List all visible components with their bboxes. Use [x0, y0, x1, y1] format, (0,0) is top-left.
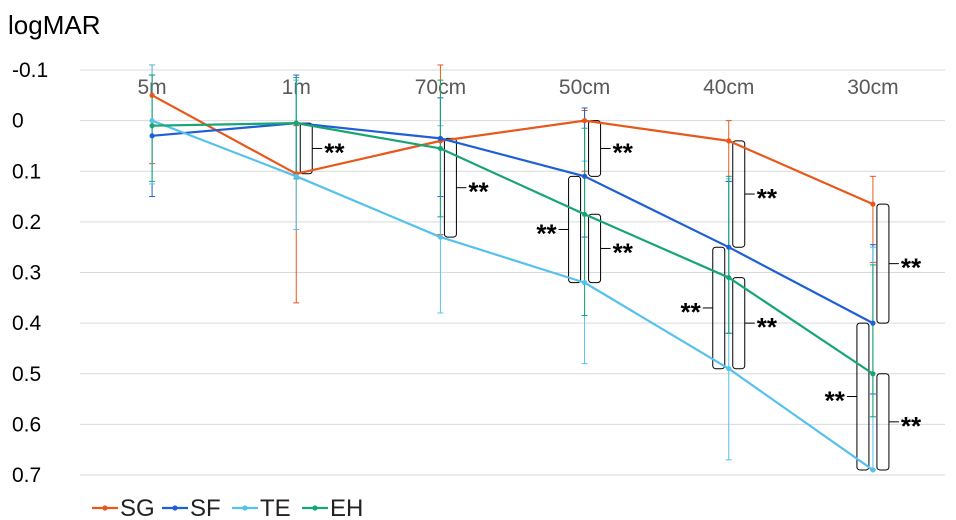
gridlines	[80, 69, 945, 476]
significance-label: **	[613, 137, 634, 167]
data-point-EH	[581, 211, 588, 217]
legend-marker-TE	[242, 505, 248, 511]
y-tick-label: 0.1	[12, 160, 41, 183]
y-tick-label: -0.1	[12, 59, 48, 82]
data-point-SF	[726, 244, 732, 250]
significance-label: **	[324, 137, 345, 167]
data-point-SG	[581, 118, 588, 124]
x-axis-ticks: 5m 1m 70cm 50cm 40cm 30cm	[137, 76, 898, 99]
y-tick-label: 0	[12, 110, 24, 133]
legend-label-TE: TE	[260, 495, 291, 520]
data-point-TE	[149, 118, 155, 124]
data-point-SG	[149, 92, 155, 98]
significance-bracket	[712, 246, 726, 370]
significance-bracket	[568, 175, 582, 284]
significance-label: **	[536, 218, 557, 248]
data-point-EH	[293, 120, 299, 126]
data-point-EH	[726, 274, 732, 281]
data-point-SF	[149, 133, 155, 139]
series-lines	[149, 92, 876, 473]
data-point-SG	[726, 138, 732, 144]
series-line-EH	[152, 122, 874, 375]
significance-label: **	[757, 183, 778, 213]
legend-marker-EH	[312, 505, 318, 511]
significance-label: **	[468, 177, 489, 207]
significance-bracket	[588, 120, 602, 177]
significance-label: **	[825, 386, 846, 416]
legend: SG SF TE EH	[92, 495, 363, 520]
legend-label-SF: SF	[190, 495, 221, 520]
data-point-EH	[870, 371, 876, 377]
data-point-EH	[437, 145, 444, 152]
x-tick-label-30cm: 30cm	[847, 76, 898, 99]
data-point-SF	[870, 320, 876, 326]
data-point-TE	[581, 280, 588, 286]
data-point-EH	[149, 123, 155, 129]
data-point-TE	[870, 467, 876, 473]
y-tick-label: 0.3	[12, 262, 41, 285]
y-axis-ticks: -0.1 0 0.1 0.2 0.3 0.4 0.5 0.6 0.7	[12, 59, 48, 487]
significance-label: **	[681, 297, 702, 327]
y-tick-label: 0.5	[12, 363, 41, 386]
significance-bracket	[876, 373, 890, 471]
significance-label: **	[757, 312, 778, 342]
data-point-SF	[437, 135, 444, 141]
y-tick-label: 0.7	[12, 464, 41, 487]
series-line-TE	[151, 119, 874, 471]
x-tick-label-50cm: 50cm	[559, 76, 610, 99]
legend-marker-SG	[102, 505, 108, 511]
series-line-SG	[151, 94, 874, 206]
data-point-TE	[293, 173, 299, 179]
data-point-SG	[870, 201, 876, 207]
y-tick-label: 0.4	[12, 312, 42, 335]
significance-annotations: ** ** ** ** ** ** ** ** ** ** **	[299, 120, 922, 471]
x-tick-label-40cm: 40cm	[703, 76, 754, 99]
significance-bracket	[856, 322, 870, 471]
significance-bracket	[732, 140, 746, 248]
significance-label: **	[901, 411, 922, 441]
y-tick-label: 0.2	[12, 211, 41, 234]
data-point-SF	[581, 173, 588, 179]
significance-label: **	[613, 237, 634, 267]
y-tick-label: 0.6	[12, 413, 41, 436]
legend-label-SG: SG	[120, 495, 155, 520]
data-point-TE	[726, 366, 732, 372]
legend-label-EH: EH	[330, 495, 363, 520]
significance-label: **	[901, 253, 922, 283]
y-axis-label: logMAR	[8, 10, 100, 40]
data-point-TE	[437, 234, 444, 240]
series-line-SF	[151, 122, 874, 325]
legend-marker-SF	[172, 505, 178, 511]
significance-bracket	[299, 122, 313, 175]
